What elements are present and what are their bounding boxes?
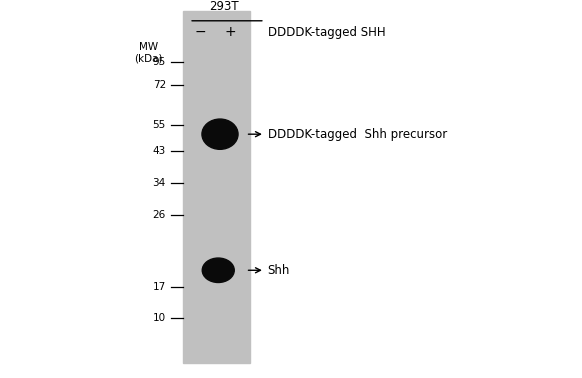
Text: MW
(kDa): MW (kDa): [134, 42, 162, 63]
Text: 55: 55: [152, 120, 166, 130]
Text: 293T: 293T: [209, 0, 238, 13]
Text: DDDDK-tagged  Shh precursor: DDDDK-tagged Shh precursor: [268, 128, 447, 141]
Text: 95: 95: [152, 57, 166, 67]
Text: 26: 26: [152, 211, 166, 220]
Text: 17: 17: [152, 282, 166, 292]
Text: −: −: [195, 25, 207, 39]
Ellipse shape: [202, 119, 238, 149]
Text: 72: 72: [152, 80, 166, 90]
Text: 34: 34: [152, 178, 166, 188]
Bar: [183, 11, 250, 363]
Text: +: +: [224, 25, 236, 39]
Ellipse shape: [203, 258, 234, 282]
Text: DDDDK-tagged SHH: DDDDK-tagged SHH: [268, 26, 385, 39]
Text: Shh: Shh: [268, 264, 290, 277]
Text: 43: 43: [152, 146, 166, 156]
Text: 10: 10: [152, 313, 166, 322]
